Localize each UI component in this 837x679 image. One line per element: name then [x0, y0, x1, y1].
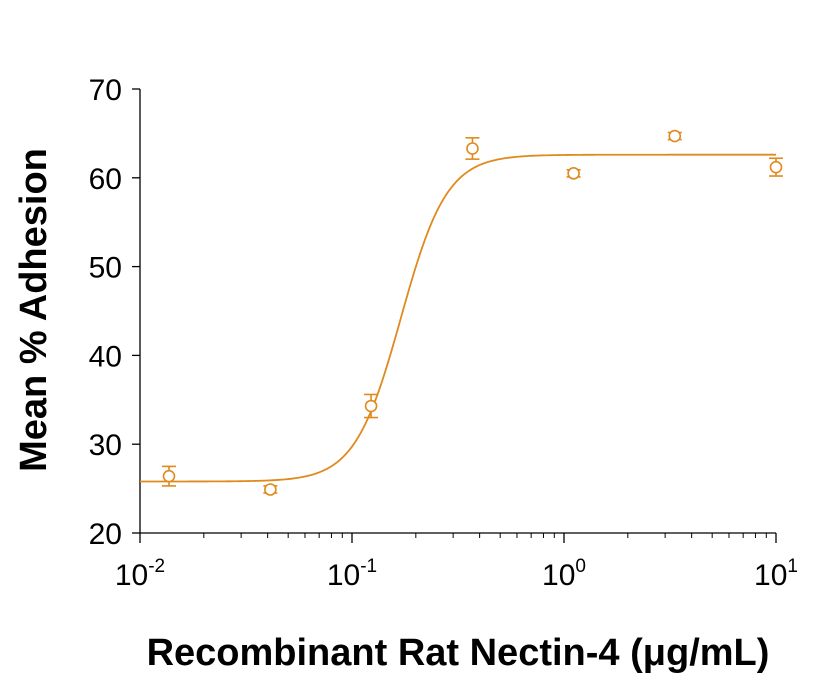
y-tick-label: 70	[89, 74, 122, 107]
data-point	[161, 465, 176, 487]
x-axis: 10-2 10-1 100 101	[115, 532, 798, 592]
y-tick-label: 40	[89, 340, 122, 373]
point-marker	[668, 129, 682, 143]
fit-curve-layer	[140, 153, 776, 483]
y-axis: 20 30 40 50 60 70	[89, 74, 141, 551]
y-tick-label: 20	[89, 518, 122, 551]
data-point	[263, 483, 278, 496]
x-axis-title: Recombinant Rat Nectin-4 (μg/mL)	[147, 632, 770, 674]
point-marker	[364, 399, 378, 413]
data-point	[364, 393, 379, 419]
y-tick-label: 60	[89, 163, 122, 196]
point-marker	[264, 483, 277, 496]
data-point	[769, 157, 783, 177]
x-tick-label: 101	[754, 556, 798, 592]
point-marker	[567, 167, 580, 180]
x-tick-label: 10-2	[115, 556, 165, 592]
data-point	[465, 137, 480, 160]
point-marker	[769, 160, 783, 174]
y-tick-label: 50	[89, 252, 122, 285]
x-tick-label: 10-1	[327, 556, 377, 592]
point-marker	[466, 142, 479, 155]
y-axis-title: Mean % Adhesion	[13, 148, 55, 472]
data-point	[667, 129, 682, 143]
x-tick-label: 100	[542, 556, 586, 592]
point-marker	[162, 469, 176, 483]
data-points-layer	[161, 129, 783, 496]
y-tick-label: 30	[89, 429, 122, 462]
fit-curve	[140, 153, 776, 483]
data-point	[566, 167, 581, 180]
